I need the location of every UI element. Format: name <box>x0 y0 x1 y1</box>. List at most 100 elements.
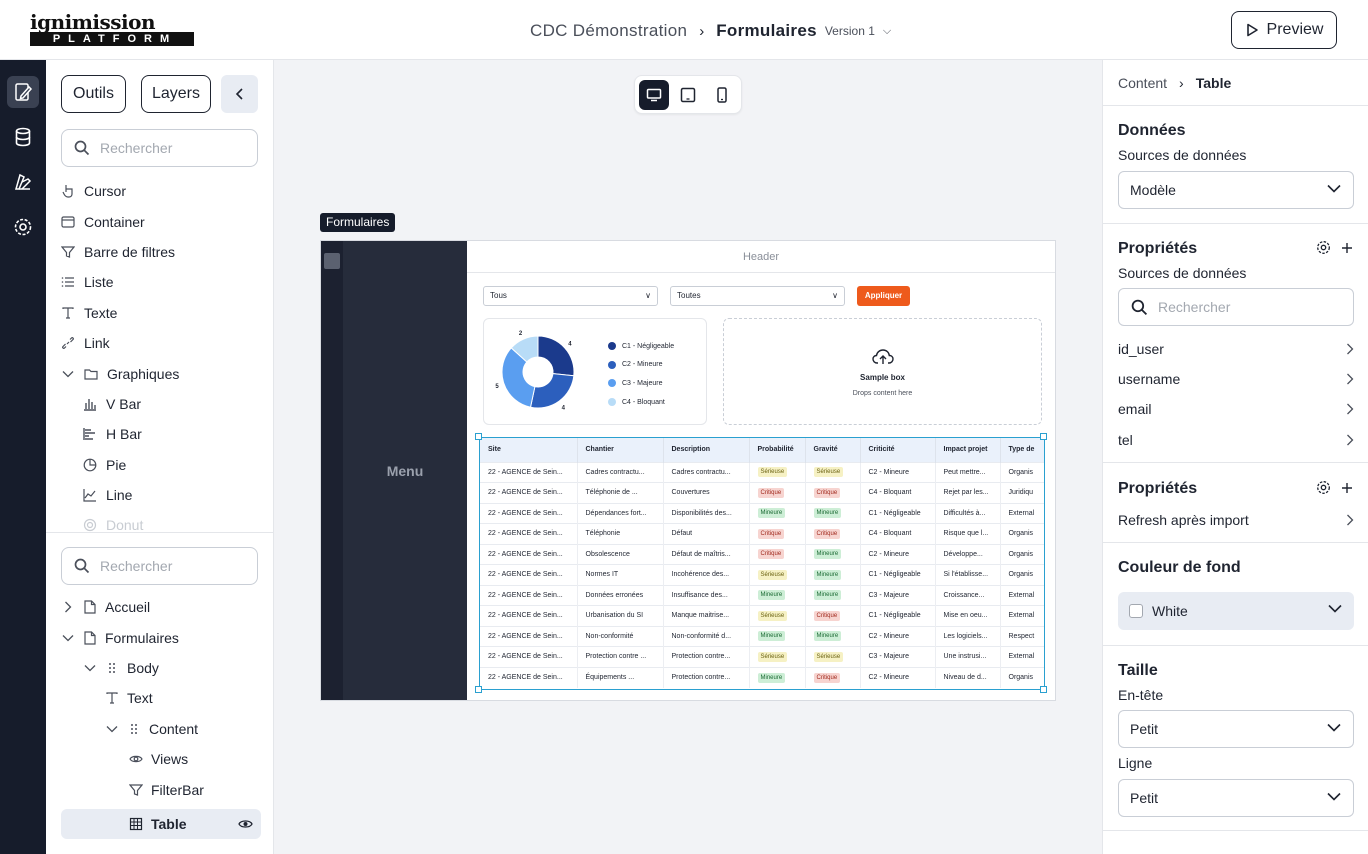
tree-node-content[interactable]: Content <box>61 714 261 744</box>
resize-handle[interactable] <box>1040 686 1047 693</box>
preview-button[interactable]: Preview <box>1231 11 1337 49</box>
column-header[interactable]: Type de <box>1000 438 1044 462</box>
table-row[interactable]: 22 - AGENCE de Sein... Obsolescence Défaut… <box>480 543 1044 565</box>
tools-search-input[interactable]: Rechercher <box>61 129 258 167</box>
tree-node-views[interactable]: Views <box>61 744 261 774</box>
tree-node-filterbar[interactable]: FilterBar <box>61 774 261 804</box>
pie-slice-2[interactable] <box>529 373 575 409</box>
table-row[interactable]: 22 - AGENCE de Sein... Téléphonie Défaut Cr… <box>480 523 1044 544</box>
table-row[interactable]: 22 - AGENCE de Sein... Téléphonie de ... C… <box>480 482 1044 503</box>
column-header[interactable]: Chantier <box>577 438 664 462</box>
tool-filter-bar[interactable]: Barre de filtres <box>61 237 261 267</box>
mobile-view-button[interactable] <box>707 80 737 110</box>
data-table-selected[interactable]: Site Chantier Description Probabilité Gravit… <box>479 437 1045 690</box>
tool-cursor[interactable]: Cursor <box>61 176 261 206</box>
legend-item[interactable]: C3 - Majeure <box>608 374 674 393</box>
menu-region[interactable]: Menu <box>321 241 467 700</box>
tool-vbar[interactable]: V Bar <box>61 389 261 419</box>
tablet-view-button[interactable] <box>673 80 703 110</box>
table-row[interactable]: 22 - AGENCE de Sein... Protection contre … <box>480 646 1044 667</box>
pie-slice-4[interactable] <box>510 335 539 363</box>
refresh-after-import-row[interactable]: Refresh après import <box>1118 509 1354 531</box>
layers-search-input[interactable]: Rechercher <box>61 547 258 585</box>
table-row[interactable]: 22 - AGENCE de Sein... Cadres contractu..… <box>480 461 1044 483</box>
fields-search-input[interactable]: Rechercher <box>1118 288 1354 326</box>
table-row[interactable]: 22 - AGENCE de Sein... Normes IT Incohéren… <box>480 564 1044 585</box>
collapse-panel-button[interactable] <box>221 75 258 113</box>
field-row-email[interactable]: email <box>1118 398 1354 420</box>
tool-text[interactable]: Texte <box>61 298 261 328</box>
drag-handle-icon[interactable] <box>105 661 119 675</box>
tool-line[interactable]: Line <box>61 480 261 510</box>
pie-slice-1[interactable] <box>537 335 575 377</box>
sample-dropzone[interactable]: Sample box Drops content here <box>723 318 1042 425</box>
pie-chart-card[interactable]: 4 4 5 2 C1 - Négligeable C2 - Mineure C3 - Ma… <box>483 318 707 425</box>
column-header[interactable]: Impact projet <box>935 438 1001 462</box>
column-header[interactable]: Description <box>663 438 750 462</box>
table-row[interactable]: 22 - AGENCE de Sein... Données erronées In… <box>480 584 1044 606</box>
field-row-id-user[interactable]: id_user <box>1118 338 1354 360</box>
tree-node-body[interactable]: Body <box>61 653 261 683</box>
column-header[interactable]: Probabilité <box>749 438 806 462</box>
gear-icon[interactable] <box>1316 480 1331 495</box>
pie-slice-3[interactable] <box>501 347 536 408</box>
tool-donut[interactable]: Donut <box>61 510 261 532</box>
gear-icon[interactable] <box>1316 240 1331 255</box>
tool-pie[interactable]: Pie <box>61 450 261 480</box>
plus-icon[interactable] <box>1341 482 1353 494</box>
field-row-tel[interactable]: tel <box>1118 429 1354 451</box>
filter-select-2[interactable]: Toutes ∨ <box>670 286 845 306</box>
column-header[interactable]: Gravité <box>805 438 861 462</box>
frame-label[interactable]: Formulaires <box>320 213 396 232</box>
tab-tools[interactable]: Outils <box>61 75 126 113</box>
column-header[interactable]: Site <box>480 438 578 462</box>
divider <box>1103 645 1368 646</box>
breadcrumb-parent[interactable]: Content <box>1118 75 1168 91</box>
line-size-select[interactable]: Petit <box>1118 779 1354 817</box>
section-actions <box>1316 480 1353 495</box>
tree-node-formulaires[interactable]: Formulaires <box>61 622 261 652</box>
tool-group-charts[interactable]: Graphiques <box>61 358 261 388</box>
apply-button[interactable]: Appliquer <box>857 286 910 306</box>
resize-handle[interactable] <box>475 433 482 440</box>
table-row[interactable]: 22 - AGENCE de Sein... Non-conformité Non-… <box>480 625 1044 647</box>
breadcrumb-project[interactable]: CDC Démonstration <box>530 21 688 40</box>
legend-swatch <box>608 360 616 369</box>
tree-node-accueil[interactable]: Accueil <box>61 592 261 622</box>
database-icon[interactable] <box>7 121 39 153</box>
column-header[interactable]: Criticité <box>860 438 936 462</box>
tool-container[interactable]: Container <box>61 206 261 236</box>
field-name: email <box>1118 401 1152 417</box>
tool-link[interactable]: Link <box>61 328 261 358</box>
tree-node-text[interactable]: Text <box>61 683 261 713</box>
table-row[interactable]: 22 - AGENCE de Sein... Équipements ... Pro… <box>480 666 1044 688</box>
drag-handle-icon[interactable] <box>127 722 141 736</box>
table-row[interactable]: 22 - AGENCE de Sein... Urbanisation du SI… <box>480 605 1044 626</box>
resize-handle[interactable] <box>475 686 482 693</box>
tab-layers[interactable]: Layers <box>141 75 211 113</box>
table-row[interactable]: 22 - AGENCE de Sein... Dépendances fort..… <box>480 502 1044 524</box>
background-color-select[interactable]: White <box>1118 592 1354 630</box>
resize-handle[interactable] <box>1040 433 1047 440</box>
chevron-down-icon[interactable]: ⌵ <box>882 24 892 37</box>
settings-icon[interactable] <box>7 211 39 243</box>
legend-item[interactable]: C4 - Bloquant <box>608 393 674 412</box>
plus-icon[interactable] <box>1341 242 1353 254</box>
palette-icon[interactable] <box>7 166 39 198</box>
legend-item[interactable]: C2 - Mineure <box>608 356 674 375</box>
data-source-select[interactable]: Modèle <box>1118 171 1354 209</box>
tool-hbar[interactable]: H Bar <box>61 419 261 449</box>
filter-select-1[interactable]: Tous ∨ <box>483 286 658 306</box>
field-row-username[interactable]: username <box>1118 368 1354 390</box>
logo[interactable]: ignimission PLATFORM <box>30 12 196 46</box>
version-selector[interactable]: Version 1 <box>824 24 875 38</box>
tree-node-table[interactable]: Table <box>61 808 261 839</box>
tool-list-item[interactable]: Liste <box>61 267 261 297</box>
visibility-eye-icon[interactable] <box>238 817 253 834</box>
edit-icon[interactable] <box>7 76 39 108</box>
header-size-select[interactable]: Petit <box>1118 710 1354 748</box>
header-region[interactable]: Header <box>467 241 1055 273</box>
legend-item[interactable]: C1 - Négligeable <box>608 337 674 356</box>
desktop-view-button[interactable] <box>639 80 669 110</box>
